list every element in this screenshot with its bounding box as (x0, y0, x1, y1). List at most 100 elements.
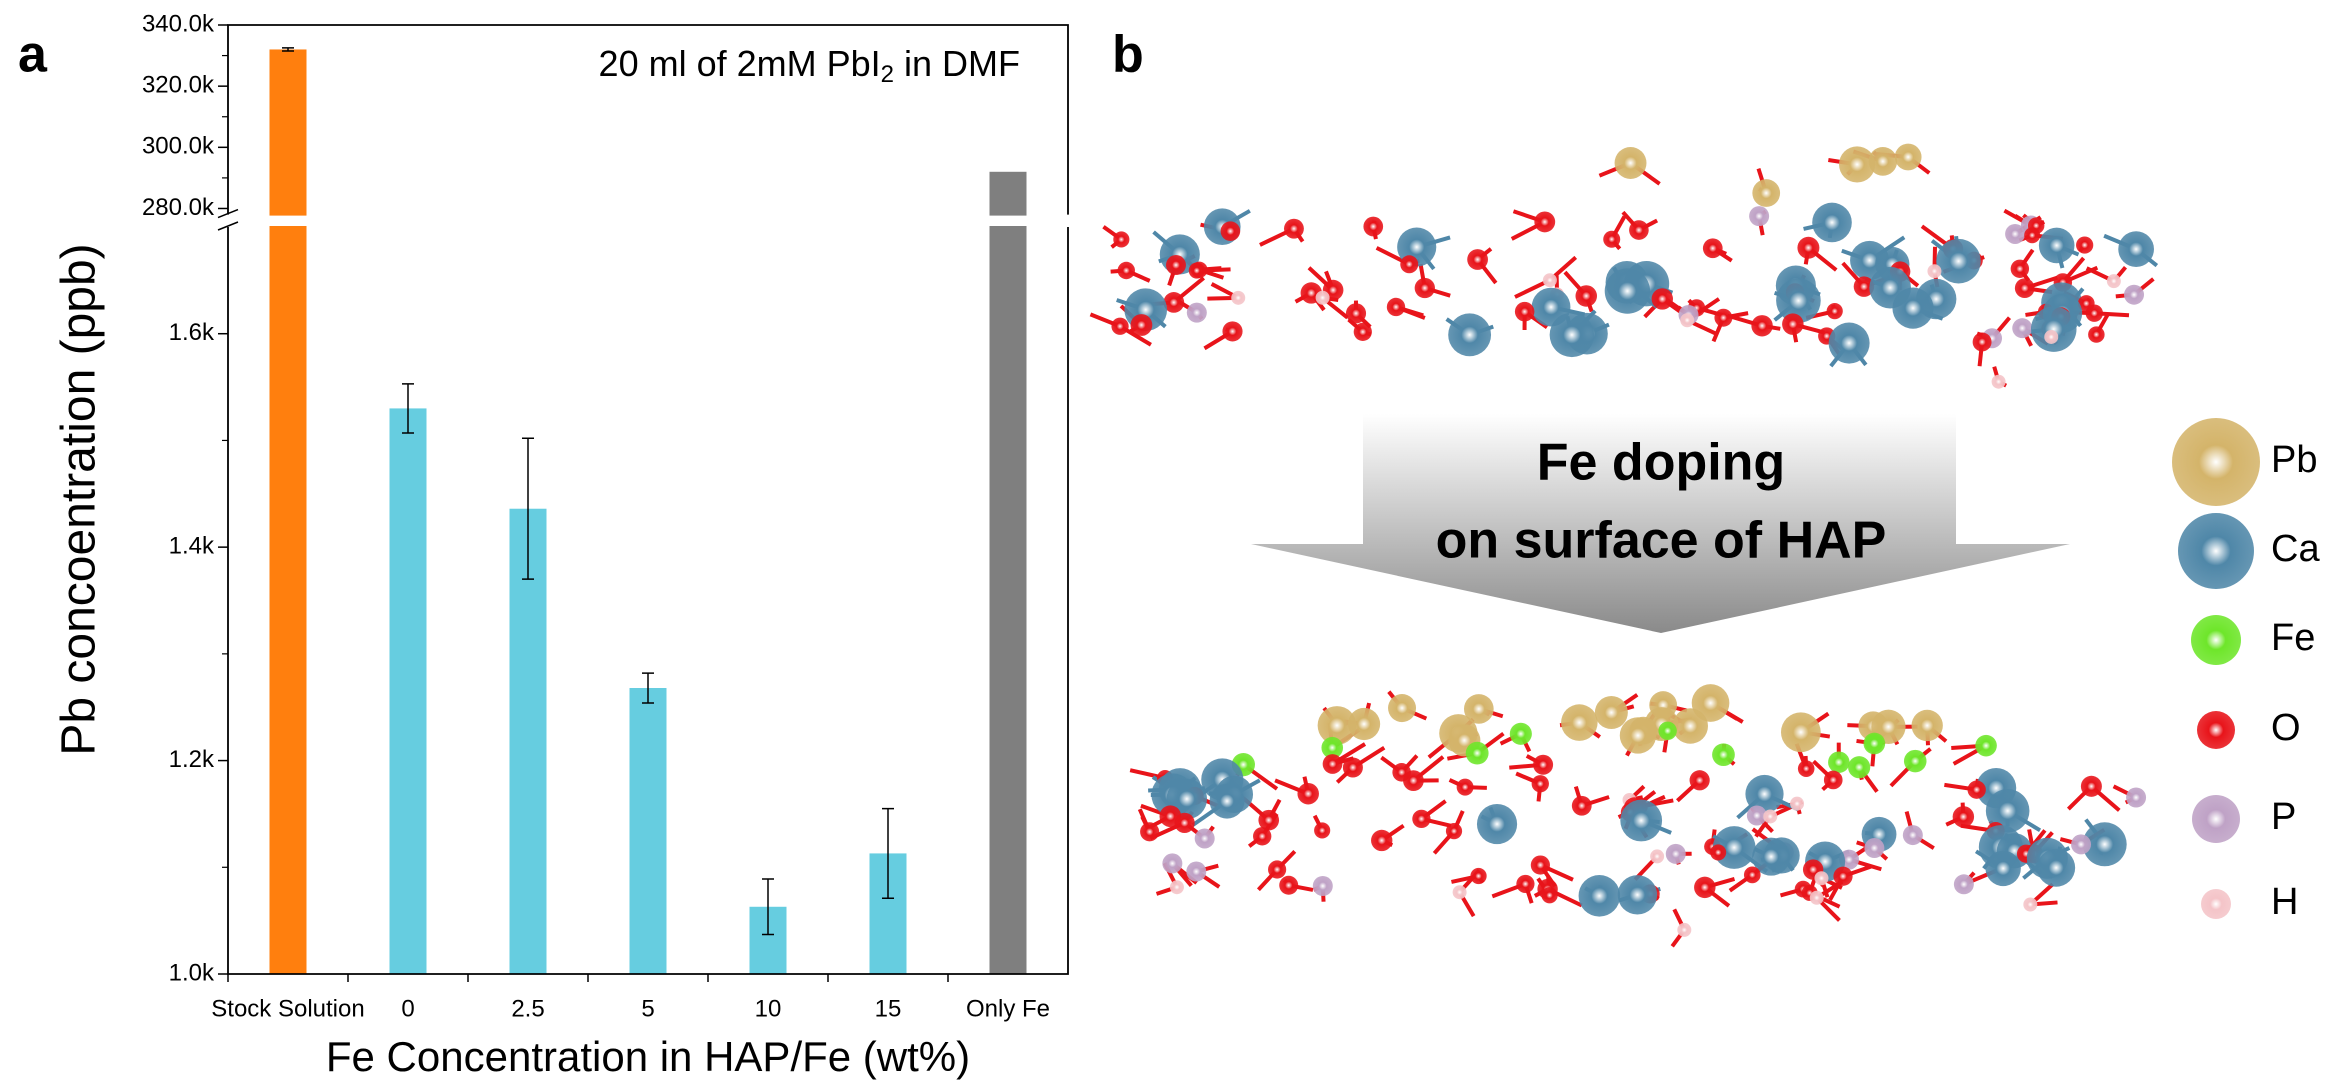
atom (2107, 274, 2121, 288)
x-tick-label: Stock Solution (211, 995, 364, 1022)
x-axis-label: Fe Concentration in HAP/Fe (wt%) (326, 1033, 970, 1080)
atom (1828, 751, 1850, 773)
atom (1782, 313, 1804, 335)
atom (1221, 221, 1241, 241)
atom (2044, 330, 2058, 344)
atom (1703, 238, 1723, 258)
atom (1677, 923, 1691, 937)
atom (2023, 898, 2037, 912)
atom (1412, 810, 1430, 828)
y-tick-label: 280.0k (142, 194, 215, 221)
atom (1790, 797, 1804, 811)
atom (1195, 828, 1215, 848)
crystal-structure (1130, 684, 2146, 946)
atom (1534, 211, 1555, 232)
y-tick-label: 1.4k (169, 532, 215, 559)
x-tick-label: 0 (401, 995, 414, 1022)
bar (630, 688, 667, 974)
atom (1231, 291, 1245, 305)
atom (1187, 303, 1207, 323)
atom (1605, 268, 1650, 313)
atom (1650, 849, 1664, 863)
bar-chart: 1.0k1.2k1.4k1.6k280.0k300.0k320.0k340.0k… (53, 10, 1080, 1080)
atom (2086, 304, 2103, 321)
atom (1827, 303, 1843, 319)
atom (1174, 813, 1194, 833)
atom (1912, 710, 1943, 741)
atom (1985, 851, 2020, 886)
y-tick-label: 1.6k (169, 319, 215, 346)
y-axis-label: Pb concoentration (ppb) (53, 243, 106, 755)
legend-label: H (2271, 881, 2298, 923)
atom (1572, 796, 1592, 816)
y-tick-label: 340.0k (142, 10, 215, 37)
panel-label: b (1112, 26, 1144, 84)
bar (990, 172, 1027, 974)
legend-swatch (2192, 795, 2240, 843)
atom (1575, 285, 1597, 307)
atom (2031, 306, 2077, 352)
atom (1620, 800, 1662, 842)
annotation: 20 ml of 2mM PbI2 in DMF (599, 43, 1020, 89)
y-tick-label: 1.2k (169, 746, 215, 773)
atom (1222, 321, 1242, 341)
figure: a b 1.0k1.2k1.4k1.6k280.0k300.0k320.0k34… (0, 0, 2325, 1086)
panel-label: a (18, 26, 48, 84)
atom (1992, 375, 2006, 389)
atom (1297, 783, 1319, 805)
atom (1749, 206, 1769, 226)
atom (1927, 264, 1941, 278)
legend-swatch (2197, 711, 2235, 749)
arrow-text: Fe doping (1537, 434, 1785, 492)
atom (1313, 876, 1333, 896)
atom (1710, 844, 1726, 860)
legend: PbCaFeOPH (2172, 418, 2320, 923)
atom (1550, 313, 1594, 357)
atom (2015, 278, 2035, 298)
atom (1111, 318, 1128, 335)
atom (1400, 255, 1418, 273)
x-tick-label: 10 (755, 995, 782, 1022)
y-tick-label: 300.0k (142, 133, 215, 160)
atom (1510, 723, 1532, 745)
atom (1810, 891, 1824, 905)
atom (1618, 875, 1657, 914)
atom (1903, 825, 1923, 845)
annotation-text: 20 ml of 2mM PbI (599, 43, 881, 84)
atom (1954, 874, 1974, 894)
atom (1403, 770, 1424, 791)
atom (1113, 231, 1129, 247)
atom (1346, 303, 1366, 323)
atom (1751, 315, 1772, 336)
legend-label: Ca (2271, 528, 2320, 570)
atom (1140, 822, 1159, 841)
atom (2039, 228, 2075, 264)
atom (1829, 323, 1870, 364)
y-tick-label: 320.0k (142, 72, 215, 99)
arrow-text: on surface of HAP (1436, 512, 1887, 570)
atom (1579, 875, 1621, 917)
atom (1210, 784, 1245, 819)
atom (1673, 708, 1708, 743)
atom (2005, 224, 2025, 244)
atom (1268, 860, 1286, 878)
atom (1658, 722, 1676, 740)
atom (1284, 219, 1304, 239)
atom (1763, 809, 1777, 823)
atom (1603, 231, 1620, 248)
legend-label: Pb (2271, 439, 2317, 481)
atom (1595, 696, 1628, 729)
crystal-structure (1090, 144, 2156, 389)
bar (270, 49, 307, 974)
atom (1166, 255, 1186, 275)
atom (1541, 887, 1557, 903)
atom (1388, 694, 1416, 722)
legend-label: O (2271, 707, 2301, 749)
atom (2124, 285, 2144, 305)
atom (2012, 318, 2032, 338)
atom (1781, 712, 1821, 752)
atom (1712, 743, 1735, 766)
atom (1968, 781, 1986, 799)
atom (1744, 867, 1761, 884)
